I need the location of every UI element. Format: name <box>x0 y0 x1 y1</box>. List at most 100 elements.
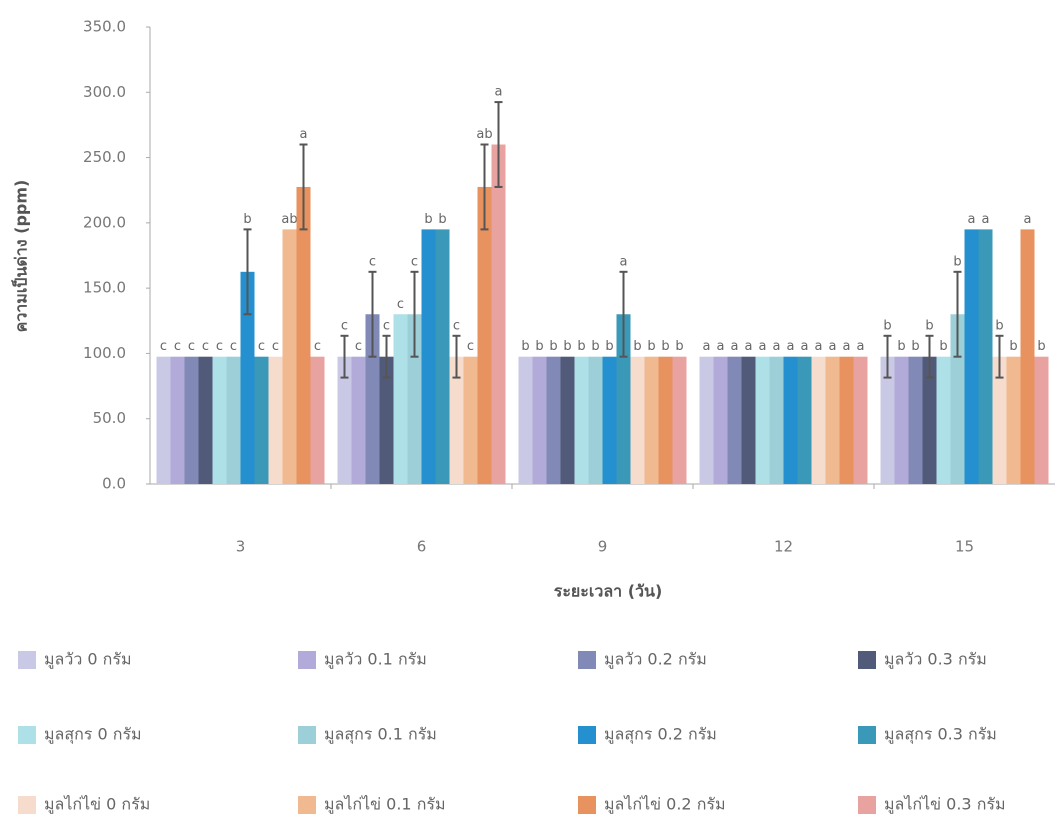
significance-label: b <box>521 339 529 354</box>
legend-swatch <box>18 726 36 744</box>
significance-label: a <box>829 339 837 354</box>
bar <box>296 186 311 484</box>
bar <box>560 356 575 484</box>
bar <box>170 356 185 484</box>
significance-label: b <box>535 339 543 354</box>
bar <box>518 356 533 484</box>
bar <box>825 356 840 484</box>
bar <box>727 356 742 484</box>
bar <box>588 356 603 484</box>
significance-label: ab <box>476 127 492 142</box>
significance-label: c <box>397 297 404 312</box>
bar <box>1034 356 1049 484</box>
x-tick-label: 3 <box>236 538 246 556</box>
significance-label: a <box>717 339 725 354</box>
bar <box>964 229 979 484</box>
significance-label: a <box>745 339 753 354</box>
bar <box>978 229 993 484</box>
significance-label: b <box>939 339 947 354</box>
error-bar <box>368 270 377 358</box>
bar <box>672 356 687 484</box>
bar <box>644 356 659 484</box>
significance-label: c <box>314 339 321 354</box>
bar <box>282 229 297 484</box>
bar <box>198 356 213 484</box>
significance-label: b <box>953 254 961 269</box>
y-tick-label: 350.0 <box>83 18 126 36</box>
bar <box>351 356 366 484</box>
bar <box>491 144 506 484</box>
bar <box>658 356 673 484</box>
significance-label: c <box>341 318 348 333</box>
significance-label: ab <box>281 212 297 227</box>
significance-label: a <box>968 212 976 227</box>
x-axis-label: ระยะเวลา (วัน) <box>554 582 663 601</box>
legend-label: มูลวัว 0 กรัม <box>44 650 132 670</box>
bar <box>240 271 255 484</box>
error-bar <box>299 143 308 231</box>
legend-swatch <box>858 796 876 814</box>
error-bar <box>340 334 349 379</box>
y-tick-label: 150.0 <box>83 279 126 297</box>
legend-label: มูลวัว 0.1 กรัม <box>324 650 427 670</box>
bar <box>699 356 714 484</box>
bar <box>811 356 826 484</box>
error-bar <box>883 334 892 379</box>
significance-label: b <box>897 339 905 354</box>
significance-label: b <box>424 212 432 227</box>
bar <box>713 356 728 484</box>
bar <box>908 356 923 484</box>
significance-label: a <box>759 339 767 354</box>
legend-label: มูลสุกร 0.2 กรัม <box>604 725 717 745</box>
significance-label: c <box>160 339 167 354</box>
y-tick-label: 50.0 <box>93 409 126 427</box>
bar <box>797 356 812 484</box>
significance-label: b <box>925 318 933 333</box>
significance-label: c <box>272 339 279 354</box>
bar <box>839 356 854 484</box>
x-tick-label: 15 <box>955 538 974 556</box>
bar <box>1006 356 1021 484</box>
bar <box>936 356 951 484</box>
bar <box>268 356 283 484</box>
significance-label: a <box>815 339 823 354</box>
legend-swatch <box>578 796 596 814</box>
legend-swatch <box>858 726 876 744</box>
bar <box>337 356 352 484</box>
y-tick-label: 100.0 <box>83 344 126 362</box>
legend-swatch <box>18 796 36 814</box>
x-tick-label: 12 <box>774 538 793 556</box>
significance-label: a <box>801 339 809 354</box>
bar <box>922 356 937 484</box>
bar <box>254 356 269 484</box>
legend-label: มูลไก่ไข่ 0 กรัม <box>44 795 150 815</box>
significance-label: b <box>563 339 571 354</box>
significance-label: a <box>300 127 308 142</box>
significance-label: b <box>438 212 446 227</box>
error-bar <box>480 143 489 231</box>
y-tick-label: 0.0 <box>102 475 126 493</box>
significance-label: a <box>1024 212 1032 227</box>
significance-label: b <box>1037 339 1045 354</box>
legend-label: มูลวัว 0.2 กรัม <box>604 650 707 670</box>
y-tick-label: 200.0 <box>83 213 126 231</box>
bar <box>853 356 868 484</box>
legend-label: มูลวัว 0.3 กรัม <box>884 650 987 670</box>
significance-label: b <box>605 339 613 354</box>
error-bar <box>619 270 628 358</box>
significance-label: a <box>620 254 628 269</box>
error-bar <box>494 101 503 188</box>
significance-label: c <box>369 254 376 269</box>
significance-label: a <box>703 339 711 354</box>
significance-label: a <box>731 339 739 354</box>
x-tick-label: 6 <box>417 538 427 556</box>
error-bar <box>452 334 461 379</box>
significance-label: b <box>911 339 919 354</box>
bar <box>156 356 171 484</box>
significance-label: a <box>982 212 990 227</box>
bar <box>546 356 561 484</box>
bar <box>310 356 325 484</box>
significance-label: b <box>549 339 557 354</box>
significance-label: c <box>174 339 181 354</box>
